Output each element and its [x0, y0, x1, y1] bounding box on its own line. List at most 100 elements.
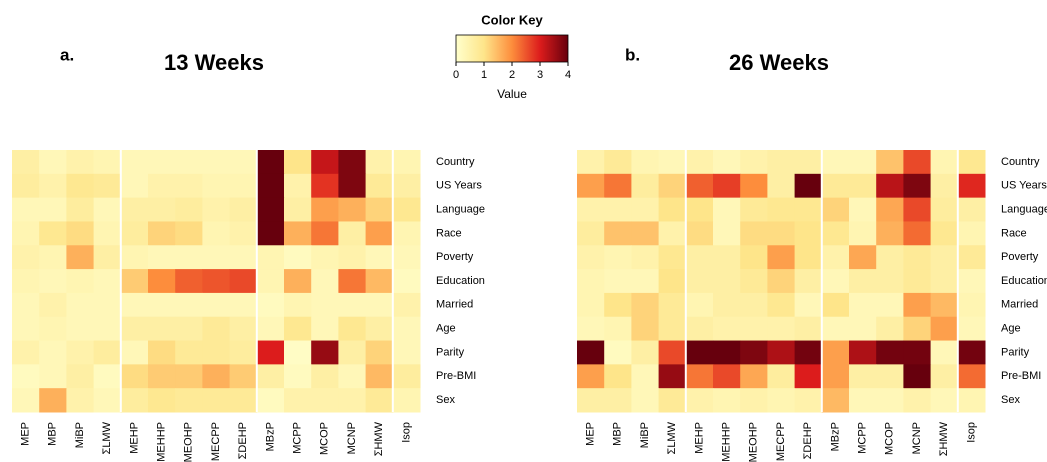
heat-cell [338, 150, 367, 175]
panel-title: 13 Weeks [164, 50, 264, 75]
heat-cell [229, 150, 258, 175]
heat-cell [957, 292, 986, 318]
column-label: MCOP [319, 422, 331, 455]
column-label: MCPP [857, 422, 869, 454]
column-label: MEP [585, 422, 597, 446]
heat-cell [202, 292, 231, 318]
heat-cell [685, 269, 714, 294]
heat-cell [658, 388, 687, 413]
heat-cell [658, 269, 687, 294]
row-label: Language [1001, 203, 1047, 215]
heat-cell [767, 292, 796, 318]
heat-cell [338, 173, 367, 199]
heat-cell [256, 292, 285, 318]
heat-cell [229, 197, 258, 222]
heat-cell [876, 245, 904, 270]
heat-cell [631, 388, 660, 413]
heat-cell [849, 221, 877, 246]
heat-cell [256, 316, 285, 342]
heat-cell [903, 221, 932, 246]
heat-cell [685, 173, 714, 199]
column-label: MBzP [264, 422, 276, 451]
heat-cell [740, 221, 768, 246]
heat-cell [577, 364, 605, 389]
heat-cell [39, 197, 67, 222]
row-label: Education [1001, 275, 1047, 287]
heat-cell [794, 173, 823, 199]
heat-cell [93, 316, 122, 342]
heat-cell [284, 316, 312, 342]
heat-cell [767, 340, 796, 365]
heat-cell [12, 364, 40, 389]
heat-cell [93, 150, 122, 175]
row-label: Sex [1001, 394, 1020, 406]
heat-cell [256, 388, 285, 413]
heat-cell [229, 388, 258, 413]
heat-cell [148, 292, 176, 318]
heat-cell [256, 269, 285, 294]
heat-cell [284, 221, 312, 246]
heat-cell [794, 245, 823, 270]
heat-cell [120, 197, 149, 222]
column-label: MCNP [911, 422, 923, 454]
heat-cell [365, 269, 394, 294]
heat-cell [284, 173, 312, 199]
heat-cell [338, 316, 367, 342]
heat-cell [229, 173, 258, 199]
heat-cell [12, 197, 40, 222]
heat-cell [12, 340, 40, 365]
heat-cell [392, 173, 421, 199]
heat-cell [713, 340, 741, 365]
heat-cell [66, 364, 95, 389]
color-key-tick-label: 1 [481, 69, 487, 81]
color-key-tick-label: 0 [453, 69, 459, 81]
heat-cell [338, 364, 367, 389]
heat-cell [849, 245, 877, 270]
heat-cell [338, 269, 367, 294]
heat-cell [631, 269, 660, 294]
heat-cell [849, 364, 877, 389]
heat-cell [365, 197, 394, 222]
heat-cell [577, 221, 605, 246]
heat-cell [685, 340, 714, 365]
heat-cell [12, 245, 40, 270]
row-label: US Years [436, 180, 482, 192]
heat-cell [658, 340, 687, 365]
heat-cell [794, 316, 823, 342]
heat-cell [903, 364, 932, 389]
heat-cell [148, 173, 176, 199]
row-label: Age [436, 323, 456, 335]
heat-cell [658, 245, 687, 270]
column-label: MEOHP [183, 422, 195, 462]
heat-cell [631, 150, 660, 175]
heat-cell [229, 245, 258, 270]
heat-cell [767, 197, 796, 222]
heat-cell [256, 364, 285, 389]
heat-cell [794, 364, 823, 389]
heat-cell [604, 245, 632, 270]
heat-cell [175, 388, 203, 413]
column-label: ΣHMW [938, 421, 950, 456]
heat-cell [148, 316, 176, 342]
heat-cell [876, 221, 904, 246]
panel-label: a. [60, 45, 74, 64]
heat-cell [903, 269, 932, 294]
heat-cell [685, 388, 714, 413]
heat-cell [957, 340, 986, 365]
heat-cell [311, 245, 339, 270]
panel-title: 26 Weeks [729, 50, 829, 75]
heat-cell [821, 388, 850, 413]
heat-cell [957, 150, 986, 175]
panel-label: b. [625, 45, 640, 64]
heat-cell [39, 364, 67, 389]
heat-cell [957, 245, 986, 270]
heat-cell [794, 292, 823, 318]
heat-cell [12, 150, 40, 175]
heat-cell [577, 340, 605, 365]
heat-cell [849, 316, 877, 342]
heat-cell [713, 197, 741, 222]
heat-cell [202, 388, 231, 413]
heat-cell [794, 269, 823, 294]
column-label: MECPP [775, 422, 787, 461]
heat-cell [740, 388, 768, 413]
